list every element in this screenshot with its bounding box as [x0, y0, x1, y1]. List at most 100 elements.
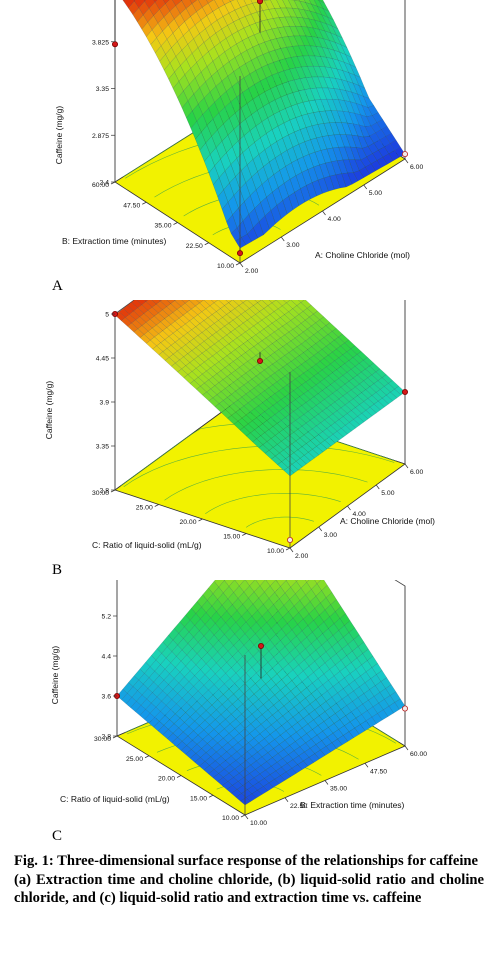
- surface-plot-b-svg: 2.8 3.35 3.9 4.45 5 2.00 3.00 4.00 5.00 6.00 10.00…: [44, 300, 435, 560]
- x-tick-label: 2.00: [245, 268, 258, 275]
- z-axis-ticks: 2.8 3.35 3.9 4.45 5: [96, 312, 115, 495]
- surface-cell: [122, 0, 126, 2]
- z-axis-label: Caffeine (mg/g): [50, 646, 60, 705]
- surface-plot-b: 2.8 3.35 3.9 4.45 5 2.00 3.00 4.00 5.00 6.00 10.00…: [0, 300, 503, 580]
- y-axis-label: C: Ratio of liquid-solid (mL/g): [92, 540, 202, 550]
- y-tick-mark: [173, 222, 178, 225]
- panel-label-c: C: [52, 828, 63, 844]
- z-tick-label: 4.4: [102, 654, 112, 661]
- y-tick-mark: [204, 242, 209, 246]
- surface-cell: [133, 0, 136, 2]
- surface-cell: [143, 0, 147, 2]
- x-tick-label: 3.00: [324, 532, 337, 539]
- design-point: [401, 389, 408, 396]
- x-tick-mark: [364, 763, 369, 768]
- design-point: [401, 151, 408, 158]
- x-tick-label: 3.00: [286, 242, 299, 249]
- y-tick-label: 47.50: [123, 202, 140, 209]
- surface-cell: [240, 797, 251, 806]
- y-tick-mark: [240, 814, 246, 818]
- y-tick-label: 30.00: [92, 490, 109, 497]
- panel-label-b: B: [52, 562, 63, 578]
- x-tick-mark: [239, 262, 244, 268]
- figure-caption: Fig. 1: Three-dimensional surface respon…: [14, 852, 484, 908]
- x-tick-mark: [289, 547, 294, 553]
- y-tick-label: 25.00: [136, 505, 153, 512]
- y-tick-label: 35.00: [154, 223, 171, 230]
- x-tick-label: 4.00: [328, 216, 341, 223]
- x-tick-mark: [244, 814, 249, 820]
- x-tick-mark: [322, 210, 326, 216]
- design-point: [256, 358, 263, 365]
- y-tick-mark: [198, 518, 203, 522]
- z-tick-label: 6: [107, 580, 111, 581]
- z-axis-label: Caffeine (mg/g): [54, 106, 64, 165]
- x-tick-label: 5.00: [369, 190, 382, 197]
- response-surface: [114, 300, 406, 477]
- x-tick-label: 35.00: [330, 786, 347, 793]
- x-axis-label: B: Extraction time (minutes): [300, 800, 405, 810]
- design-point: [257, 0, 263, 5]
- y-tick-mark: [112, 735, 118, 739]
- x-tick-mark: [404, 158, 409, 164]
- surface-cell: [295, 580, 298, 582]
- y-tick-label: 10.00: [267, 548, 284, 555]
- z-axis-ticks: 2.8 3.6 4.4 5.2 6: [102, 580, 117, 741]
- y-tick-label: 22.50: [186, 243, 203, 250]
- y-tick-label: 10.00: [217, 263, 234, 270]
- z-tick-label: 5: [105, 312, 109, 319]
- y-tick-mark: [176, 775, 182, 778]
- response-surface: [122, 0, 406, 249]
- x-axis-label: A: Choline Chloride (mol): [340, 516, 435, 526]
- x-tick-label: 22.50: [290, 803, 307, 810]
- y-axis-ticks: 10.00 15.00 20.00 25.00 30.00: [92, 489, 291, 555]
- x-tick-mark: [284, 797, 289, 802]
- floor-contour-line: [123, 445, 395, 488]
- x-tick-mark: [363, 184, 368, 190]
- design-point: [286, 536, 293, 543]
- x-axis-ticks: 2.00 3.00 4.00 5.00 6.00: [289, 463, 423, 560]
- x-tick-mark: [404, 463, 409, 469]
- surface-cell: [235, 237, 247, 249]
- x-tick-label: 4.00: [353, 511, 366, 518]
- surface-plot-c: 2.83.64.45.2610.0022.5035.0047.5060.0010…: [0, 580, 503, 850]
- y-tick-label: 25.00: [126, 756, 143, 763]
- y-tick-label: 30.00: [94, 736, 111, 743]
- floor-contour-line: [205, 493, 341, 515]
- z-tick-label: 2.8: [100, 488, 110, 495]
- x-tick-label: 5.00: [381, 490, 394, 497]
- z-tick-label: 3.825: [92, 39, 109, 46]
- y-tick-mark: [154, 504, 159, 507]
- design-point: [112, 41, 119, 48]
- x-axis-ticks: 2.00 3.00 4.00 5.00 6.00: [239, 158, 423, 275]
- response-surface: [116, 580, 406, 806]
- floor-contour-line: [164, 469, 368, 501]
- surface-cell: [143, 300, 149, 302]
- x-tick-label: 6.00: [410, 164, 423, 171]
- y-axis-label: B: Extraction time (minutes): [62, 236, 167, 246]
- x-tick-label: 6.00: [410, 469, 423, 476]
- y-tick-mark: [242, 533, 247, 536]
- design-points: [114, 643, 408, 712]
- z-tick-label: 4.45: [96, 356, 109, 363]
- x-tick-mark: [318, 526, 323, 532]
- design-point: [236, 250, 243, 257]
- y-tick-mark: [142, 201, 147, 205]
- z-tick-label: 3.6: [102, 694, 112, 701]
- y-tick-mark: [110, 181, 116, 185]
- y-tick-label: 20.00: [158, 776, 175, 783]
- caption-title: Fig. 1: Three-dimensional surface respon…: [14, 853, 478, 869]
- z-tick-label: 2.875: [92, 133, 109, 140]
- surface-cell: [304, 580, 310, 583]
- y-tick-label: 15.00: [190, 795, 207, 802]
- x-tick-mark: [324, 780, 329, 785]
- z-tick-label: 5.2: [102, 614, 112, 621]
- x-tick-label: 10.00: [250, 820, 267, 827]
- y-tick-mark: [144, 755, 150, 759]
- y-tick-mark: [285, 547, 291, 551]
- z-tick-label: 2.8: [102, 734, 112, 741]
- surface-cell: [158, 300, 163, 302]
- x-tick-mark: [347, 505, 351, 511]
